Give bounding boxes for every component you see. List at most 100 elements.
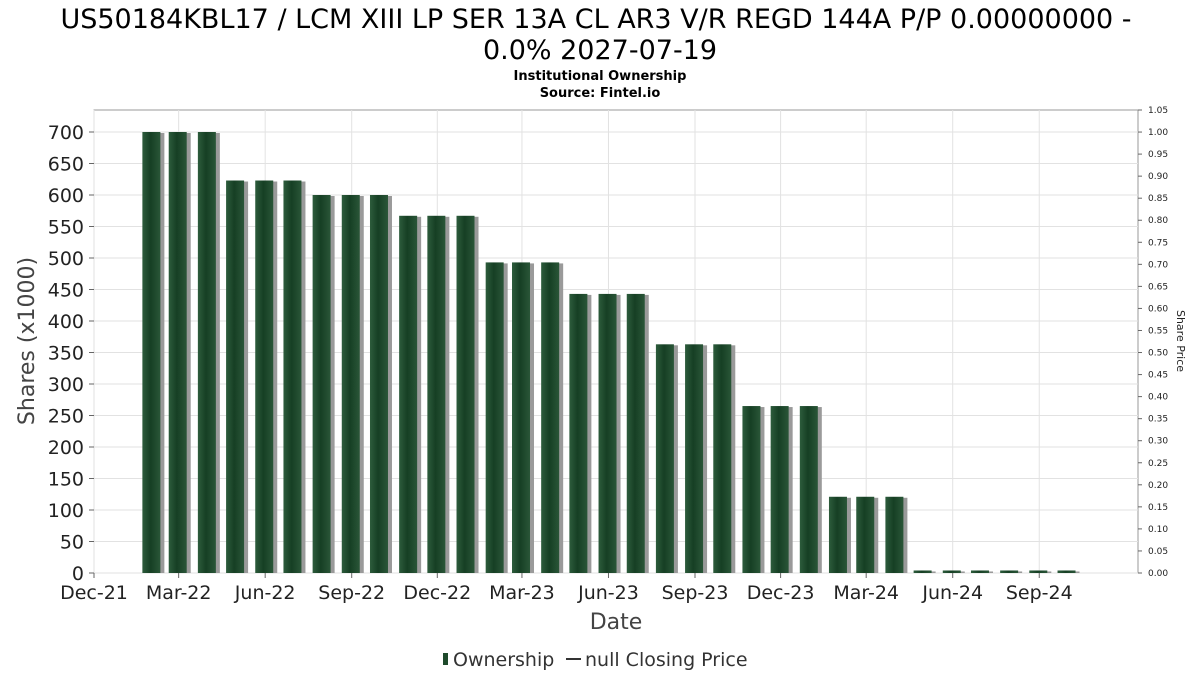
ownership-bar (685, 344, 708, 573)
x-tick-label: Mar-23 (489, 582, 555, 604)
right-y-tick-label: 0.45 (1148, 371, 1168, 381)
bar-body (399, 215, 418, 574)
x-tick-label: Mar-24 (833, 582, 899, 604)
legend-ownership-label: Ownership (453, 649, 554, 671)
right-y-tick-label: 0.80 (1148, 216, 1168, 226)
bar-body (655, 344, 674, 573)
bar-body (799, 406, 818, 573)
bar-body (713, 344, 732, 573)
right-y-tick-label: 0.65 (1148, 282, 1168, 292)
bar-body (255, 180, 274, 573)
bar-body (1057, 570, 1076, 573)
x-tick-label: Jun-23 (577, 582, 639, 604)
x-tick-label: Sep-24 (1006, 582, 1073, 604)
y-tick-label: 200 (48, 437, 84, 459)
bar-body (598, 293, 617, 573)
bar-body (197, 132, 216, 573)
ownership-bar (598, 293, 621, 573)
bar-body (369, 195, 388, 573)
bar-body (341, 195, 360, 573)
right-y-tick-label: 0.20 (1148, 481, 1168, 491)
ownership-bar (799, 406, 822, 573)
right-y-tick-label: 0.35 (1148, 415, 1168, 425)
bar-body (856, 496, 875, 573)
chart-title-line-1: US50184KBL17 / LCM XIII LP SER 13A CL AR… (60, 4, 1131, 35)
ownership-bar (142, 132, 165, 573)
ownership-bar (885, 496, 908, 573)
left-y-axis: 0 50 100 150 200 250 300 350 400 450 500 550 600 650 7… (48, 122, 94, 585)
bar-body (885, 496, 904, 573)
bar-body (142, 132, 161, 573)
right-y-tick-label: 0.70 (1148, 260, 1168, 270)
ownership-bar (283, 180, 306, 573)
y-tick-label: 350 (48, 343, 84, 365)
y-tick-label: 150 (48, 469, 84, 491)
legend-ownership-swatch (443, 653, 448, 665)
ownership-bar (369, 195, 392, 573)
ownership-bar (427, 215, 450, 574)
right-y-tick-label: 1.05 (1148, 106, 1168, 116)
bar-body (970, 570, 989, 573)
chart-source: Source: Fintel.io (540, 86, 661, 101)
ownership-bar (168, 132, 191, 573)
right-y-tick-label: 0.85 (1148, 194, 1168, 204)
bar-body (828, 496, 847, 573)
bar-body (512, 262, 531, 573)
x-tick-label: Jun-24 (921, 582, 983, 604)
chart-title-line-2: 0.0% 2027-07-19 (483, 35, 717, 66)
chart-legend: Ownership null Closing Price (443, 649, 748, 671)
ownership-bar (569, 293, 592, 573)
ownership-bar (942, 570, 965, 573)
bar-body (913, 570, 932, 573)
ownership-bar (1057, 570, 1080, 573)
x-tick-label: Sep-22 (318, 582, 385, 604)
y-tick-label: 250 (48, 406, 84, 428)
bar-body (685, 344, 704, 573)
ownership-bar (312, 195, 335, 573)
y-tick-label: 300 (48, 374, 84, 396)
right-y-tick-label: 0.30 (1148, 437, 1168, 447)
bar-body (942, 570, 961, 573)
right-y-tick-label: 0.55 (1148, 326, 1168, 336)
bar-body (770, 406, 789, 573)
x-tick-label: Dec-21 (60, 582, 128, 604)
right-y-tick-label: 0.40 (1148, 393, 1168, 403)
y-tick-label: 500 (48, 248, 84, 270)
ownership-bar (655, 344, 678, 573)
chart-subtitle: Institutional Ownership (514, 69, 687, 84)
right-y-tick-label: 0.50 (1148, 349, 1168, 359)
bar-body (742, 406, 761, 573)
bar-body (456, 215, 475, 574)
bar-body (569, 293, 588, 573)
y-tick-label: 600 (48, 185, 84, 207)
right-y-tick-label: 0.90 (1148, 172, 1168, 182)
y-tick-label: 450 (48, 280, 84, 302)
ownership-bar (197, 132, 220, 573)
y-tick-label: 100 (48, 500, 84, 522)
ownership-bar (1000, 570, 1023, 573)
ownership-bar (226, 180, 249, 573)
ownership-bar (828, 496, 851, 573)
x-tick-label: Mar-22 (146, 582, 212, 604)
ownership-bar (713, 344, 736, 573)
bar-body (168, 132, 187, 573)
y-tick-label: 550 (48, 217, 84, 239)
right-y-axis-label: Share Price (1174, 310, 1187, 372)
right-y-tick-label: 0.75 (1148, 238, 1168, 248)
bar-body (485, 262, 504, 573)
y-tick-label: 0 (72, 563, 84, 585)
x-axis: Dec-21 Mar-22 Jun-22 Sep-22 Dec-22 Mar-23 Jun-… (60, 573, 1073, 604)
x-tick-label: Dec-23 (747, 582, 815, 604)
ownership-bar (1029, 570, 1052, 573)
y-axis-label: Shares (x1000) (15, 257, 40, 425)
y-tick-label: 650 (48, 154, 84, 176)
x-tick-label: Dec-22 (403, 582, 471, 604)
bar-body (626, 293, 645, 573)
right-y-tick-label: 0.00 (1148, 569, 1168, 579)
x-tick-label: Jun-22 (234, 582, 296, 604)
right-y-axis: 0.00 0.05 0.10 0.15 0.20 0.25 0.30 0.35 0.40 0.45… (1138, 106, 1168, 579)
bar-body (1000, 570, 1019, 573)
y-tick-label: 700 (48, 122, 84, 144)
bar-body (226, 180, 245, 573)
y-tick-label: 50 (60, 532, 84, 554)
